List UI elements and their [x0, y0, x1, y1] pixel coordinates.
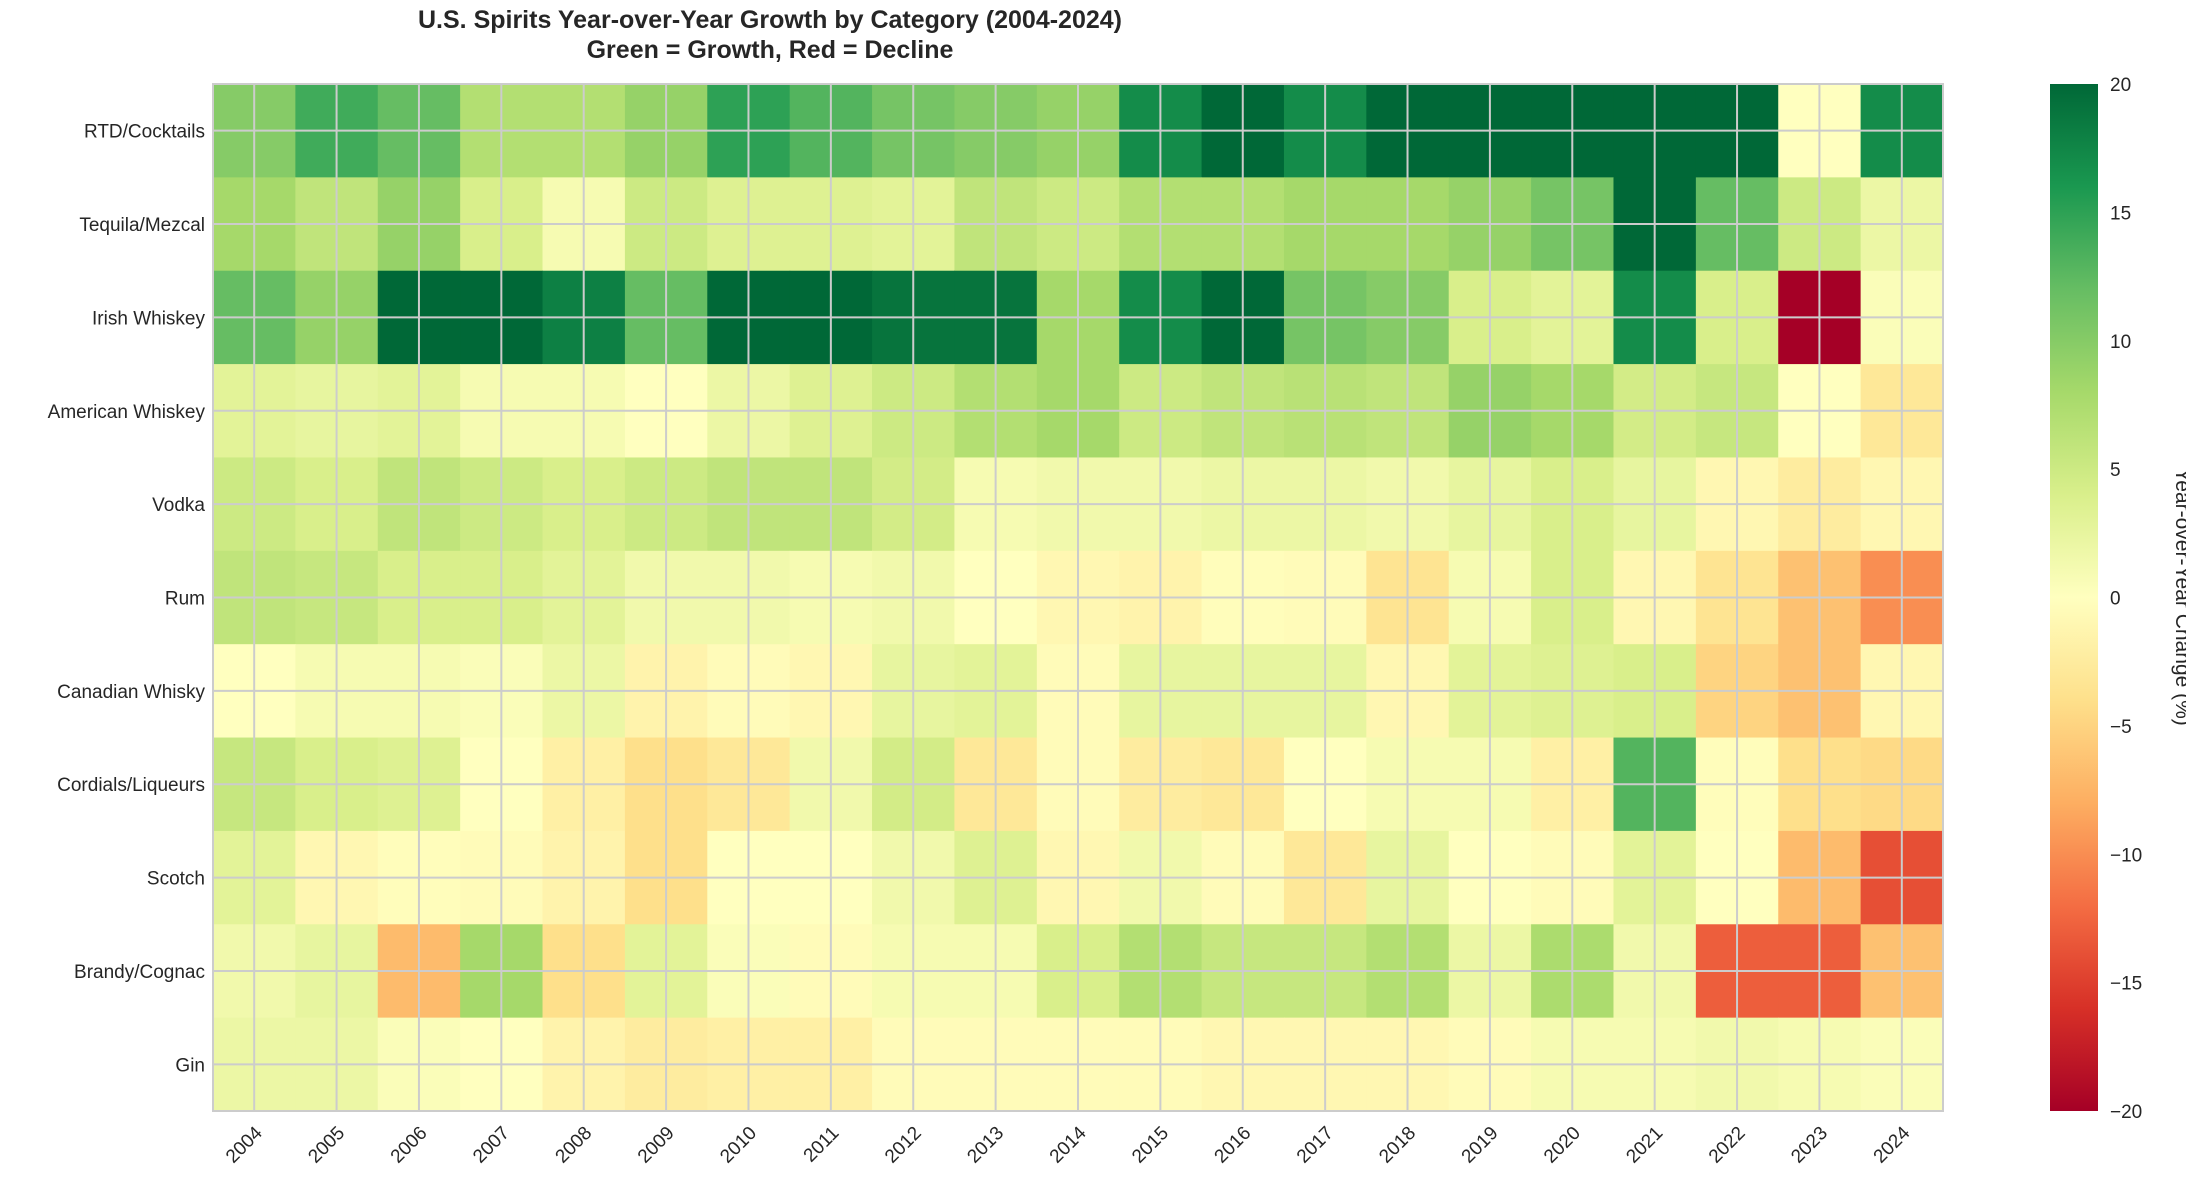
y-tick-label: Tequila/Mezcal — [79, 215, 205, 236]
y-tick-label: Brandy/Cognac — [74, 962, 205, 983]
colorbar-tick-label: 0 — [2110, 589, 2121, 610]
x-tick-label: 2012 — [881, 1123, 926, 1168]
y-tick-label: Irish Whiskey — [92, 308, 205, 329]
colorbar-tick-label: 5 — [2110, 460, 2121, 481]
colorbar-tick-label: −15 — [2110, 974, 2142, 995]
colorbar — [2050, 84, 2098, 1111]
x-tick-label: 2023 — [1787, 1123, 1832, 1168]
x-tick-label: 2015 — [1128, 1123, 1173, 1168]
x-tick-label: 2018 — [1375, 1123, 1420, 1168]
x-tick-label: 2020 — [1540, 1123, 1585, 1168]
x-tick-label: 2016 — [1211, 1123, 1256, 1168]
chart-title: U.S. Spirits Year-over-Year Growth by Ca… — [418, 6, 1122, 34]
x-tick-label: 2017 — [1293, 1123, 1338, 1168]
colorbar-label: Year-over-Year Change (%) — [2171, 468, 2186, 726]
y-tick-label: Cordials/Liqueurs — [57, 775, 205, 796]
chart-subtitle: Green = Growth, Red = Decline — [587, 36, 954, 64]
y-tick-label: RTD/Cocktails — [84, 122, 205, 143]
y-tick-label: Gin — [175, 1055, 205, 1076]
x-tick-label: 2021 — [1623, 1123, 1668, 1168]
y-tick-label: Canadian Whisky — [57, 682, 205, 703]
grid-lines — [212, 83, 1944, 1112]
colorbar-tick-label: −5 — [2110, 717, 2132, 738]
x-tick-label: 2006 — [387, 1123, 432, 1168]
colorbar-ticks: 20 15 10 5 0 −5 −10 −15 −20 — [2110, 75, 2142, 1123]
x-tick-label: 2008 — [552, 1123, 597, 1168]
colorbar-tick-label: 15 — [2110, 203, 2131, 224]
colorbar-tick-label: −20 — [2110, 1102, 2142, 1123]
x-tick-label: 2007 — [469, 1123, 514, 1168]
x-tick-labels: 2004 2005 2006 2007 2008 2009 2010 2011 2012 2013… — [222, 1122, 1915, 1167]
x-tick-label: 2009 — [634, 1123, 679, 1168]
y-tick-label: American Whiskey — [48, 402, 206, 423]
x-tick-label: 2022 — [1705, 1123, 1750, 1168]
x-tick-label: 2005 — [304, 1123, 349, 1168]
x-tick-label: 2019 — [1458, 1123, 1503, 1168]
x-tick-label: 2014 — [1046, 1122, 1091, 1167]
x-tick-label: 2013 — [963, 1123, 1008, 1168]
colorbar-tick-label: −10 — [2110, 845, 2142, 866]
x-tick-label: 2011 — [800, 1123, 844, 1167]
plot-frame — [212, 83, 1944, 1112]
x-tick-label: 2004 — [222, 1122, 267, 1167]
y-tick-labels: RTD/Cocktails Tequila/Mezcal Irish Whiskey… — [48, 122, 206, 1077]
y-tick-label: Rum — [165, 589, 205, 610]
colorbar-tick-label: 20 — [2110, 75, 2131, 96]
y-tick-label: Vodka — [152, 495, 205, 516]
x-tick-label: 2010 — [716, 1123, 761, 1168]
x-tick-label: 2024 — [1870, 1122, 1915, 1167]
y-tick-label: Scotch — [147, 869, 205, 890]
colorbar-tick-label: 10 — [2110, 332, 2131, 353]
